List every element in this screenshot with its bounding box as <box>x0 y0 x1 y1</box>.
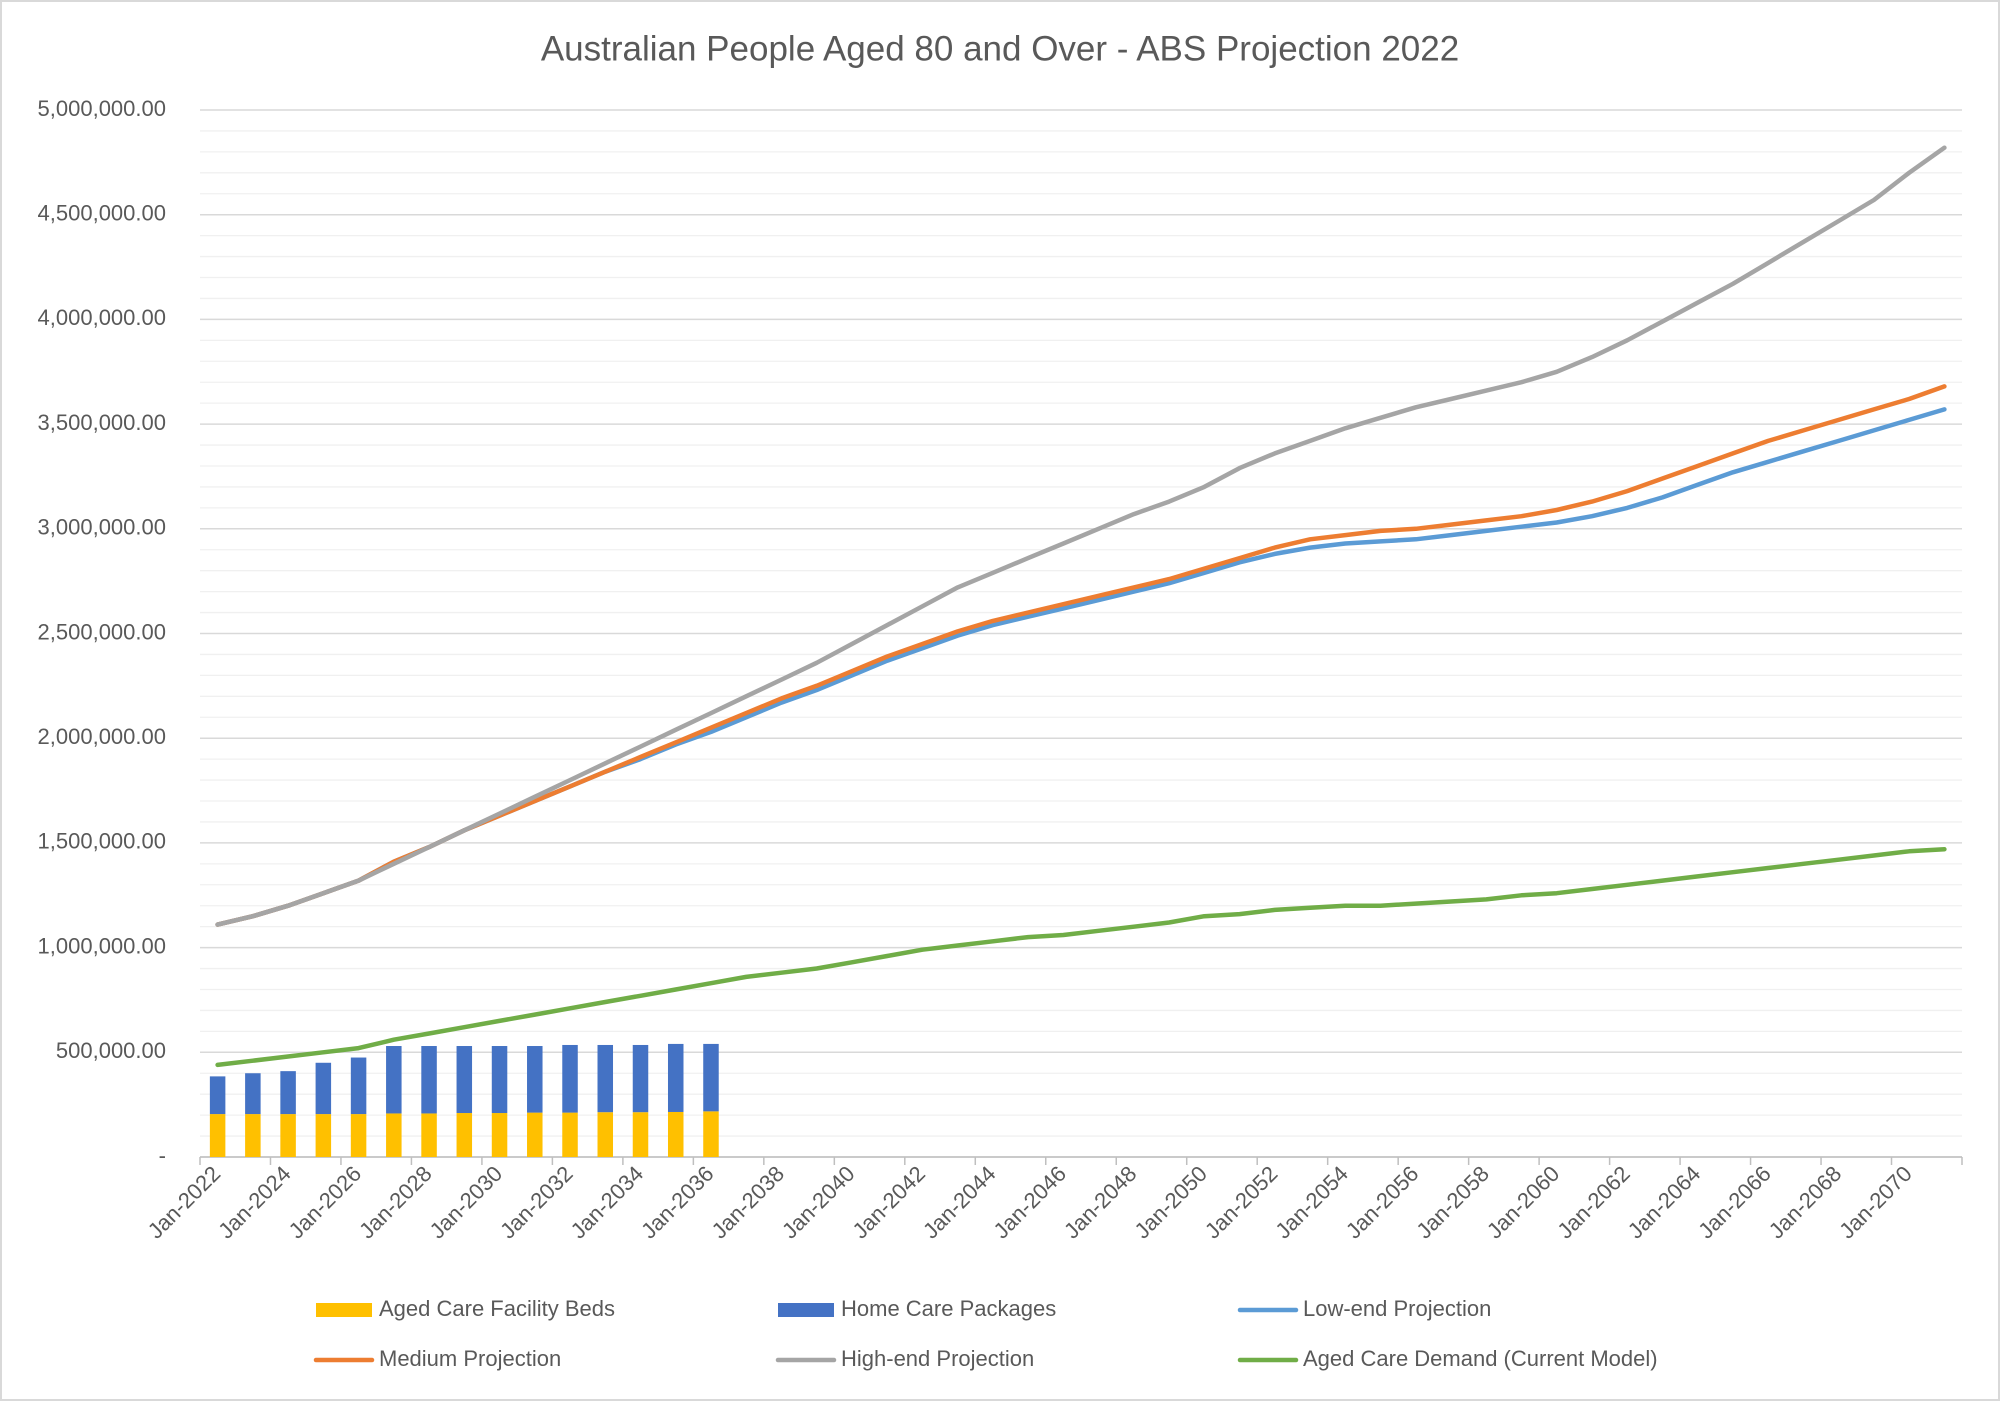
y-tick-label: 4,000,000.00 <box>38 305 166 330</box>
y-tick-label: 1,500,000.00 <box>38 829 166 854</box>
bar <box>491 1113 508 1157</box>
legend-label: Medium Projection <box>379 1346 561 1371</box>
bar <box>597 1112 614 1157</box>
bar <box>315 1114 332 1157</box>
bar <box>456 1046 473 1114</box>
bar <box>667 1111 684 1157</box>
legend-label: Aged Care Demand (Current Model) <box>1303 1346 1658 1371</box>
bar <box>703 1111 719 1157</box>
bar <box>632 1044 649 1113</box>
bar <box>245 1114 261 1157</box>
bar <box>491 1046 508 1114</box>
y-tick-label: 3,000,000.00 <box>38 515 166 540</box>
line <box>215 846 1947 1068</box>
bar <box>597 1044 614 1113</box>
y-tick-label: 1,000,000.00 <box>38 933 166 958</box>
legend-label: High-end Projection <box>841 1346 1034 1371</box>
bar <box>421 1113 437 1157</box>
bar <box>527 1112 543 1157</box>
bar <box>245 1073 261 1115</box>
bar <box>527 1046 543 1113</box>
y-tick-label: 2,000,000.00 <box>38 724 166 749</box>
bar <box>421 1046 437 1114</box>
y-tick-label: 3,500,000.00 <box>38 410 166 435</box>
bar <box>280 1114 296 1157</box>
y-tick-label: 500,000.00 <box>56 1038 166 1063</box>
bar <box>632 1112 649 1157</box>
bar <box>703 1043 719 1112</box>
y-tick-label: 5,000,000.00 <box>38 96 166 121</box>
legend-swatch <box>316 1303 372 1317</box>
y-tick-label: - <box>159 1143 166 1168</box>
chart-title: Australian People Aged 80 and Over - ABS… <box>541 29 1459 68</box>
bar <box>209 1114 226 1157</box>
bar <box>562 1044 578 1113</box>
legend-label: Low-end Projection <box>1303 1296 1491 1321</box>
legend-label: Aged Care Facility Beds <box>379 1296 615 1321</box>
legend-label: Home Care Packages <box>841 1296 1056 1321</box>
y-tick-label: 4,500,000.00 <box>38 201 166 226</box>
bar <box>209 1076 226 1115</box>
bar <box>350 1114 367 1157</box>
y-tick-label: 2,500,000.00 <box>38 619 166 644</box>
bar <box>562 1112 578 1157</box>
line <box>215 145 1947 927</box>
legend-swatch <box>778 1303 834 1317</box>
bar <box>315 1062 332 1115</box>
bar <box>667 1043 684 1112</box>
bar <box>280 1071 296 1115</box>
bar <box>386 1113 402 1157</box>
bar <box>456 1113 473 1157</box>
bar <box>386 1046 402 1114</box>
bar <box>350 1057 367 1115</box>
